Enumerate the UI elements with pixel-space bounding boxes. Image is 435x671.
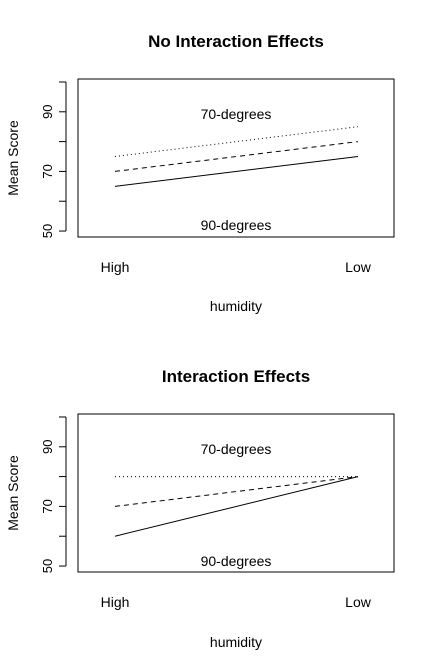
y-tick-label: 90: [40, 105, 55, 119]
chart-interaction: Interaction Effects 50 70 90 High Low 70-de…: [5, 367, 395, 650]
annotation-90-degrees: 90-degrees: [201, 553, 272, 569]
x-axis: High Low: [101, 594, 372, 610]
y-axis-label: Mean Score: [5, 455, 21, 531]
y-tick-label: 50: [40, 559, 55, 573]
x-tick-label: Low: [345, 594, 372, 610]
series-layer: [114, 126, 359, 187]
plot-frame: [77, 78, 395, 238]
x-axis-label: humidity: [210, 298, 262, 314]
annotation-70-degrees: 70-degrees: [201, 106, 272, 122]
y-tick-label: 50: [40, 224, 55, 238]
plot-frame: [77, 413, 395, 573]
chart-title: No Interaction Effects: [148, 32, 324, 51]
annotation-70-degrees: 70-degrees: [201, 441, 272, 457]
y-tick-label: 90: [40, 440, 55, 454]
annotation-90-degrees: 90-degrees: [201, 217, 272, 233]
x-tick-label: Low: [345, 259, 372, 275]
series-line-dashed: [114, 141, 359, 172]
x-axis-label: humidity: [210, 634, 262, 650]
chart-title: Interaction Effects: [162, 367, 310, 386]
y-tick-label: 70: [40, 164, 55, 178]
series-line-solid: [114, 156, 359, 187]
y-tick-label: 70: [40, 499, 55, 513]
chart-no-interaction: No Interaction Effects 50 70 90 High Low 70…: [5, 32, 395, 314]
series-line-dashed: [114, 476, 359, 507]
series-layer: [114, 476, 359, 537]
series-line-solid: [114, 476, 359, 537]
y-axis-label: Mean Score: [5, 120, 21, 196]
y-axis: 50 70 90: [40, 81, 67, 238]
x-tick-label: High: [101, 594, 130, 610]
series-line-dotted: [114, 126, 359, 158]
x-tick-label: High: [101, 259, 130, 275]
x-axis: High Low: [101, 259, 372, 275]
y-axis: 50 70 90: [40, 416, 67, 573]
